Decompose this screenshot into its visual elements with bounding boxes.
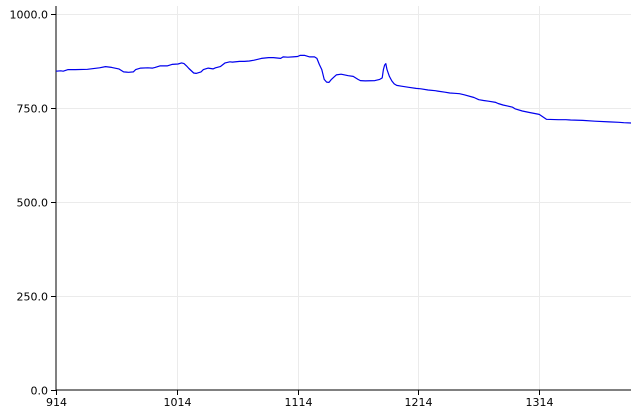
series-line-0: [55, 54, 631, 124]
series-group: [55, 54, 631, 124]
y-tick-label: 250.0: [17, 291, 49, 304]
grid-lines: [56, 6, 631, 390]
y-tick-label: 0.0: [31, 385, 49, 398]
y-tick-label: 1000.0: [10, 9, 49, 22]
axes: [55, 6, 631, 391]
x-tick-label: 1114: [285, 396, 313, 408]
y-tick-label: 500.0: [17, 197, 49, 210]
x-tick-label: 1014: [164, 396, 192, 408]
x-tick-label: 1214: [405, 396, 433, 408]
y-tick-marks: 0.0 250.0 500.0 750.0 1000.0: [10, 9, 56, 398]
x-tick-label: 1314: [526, 396, 554, 408]
x-tick-label: 914: [46, 396, 67, 408]
y-tick-label: 750.0: [17, 103, 49, 116]
x-tick-marks: 914 1014 1114 1214 1314: [46, 390, 554, 408]
